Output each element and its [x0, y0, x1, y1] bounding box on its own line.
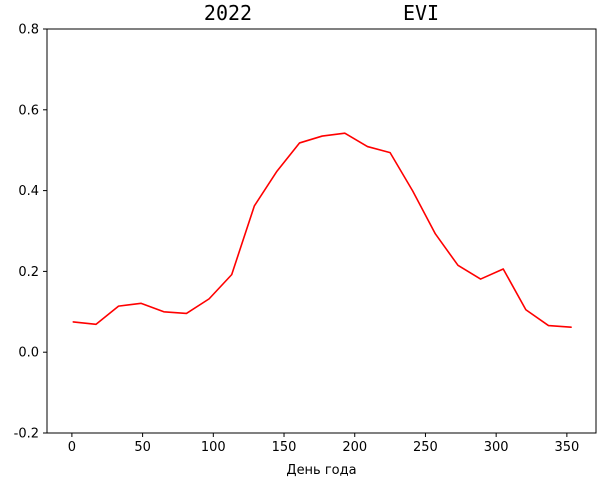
- y-tick-label: 0.8: [18, 23, 39, 38]
- plot-series: [72, 132, 572, 328]
- y-axis-ticks: -0.2 0.0 0.2 0.4 0.6 0.8: [14, 23, 47, 442]
- x-axis-ticks: 0 50 100 150 200 250 300 350: [68, 433, 579, 455]
- y-tick-label: -0.2: [14, 427, 39, 442]
- y-tick-label: 0.4: [18, 184, 39, 199]
- plot-frame: [46, 28, 597, 434]
- x-axis-label: День года: [286, 463, 356, 478]
- y-tick-label: 0.2: [18, 265, 39, 280]
- chart-title-index: EVI: [403, 1, 439, 25]
- x-tick-label: 0: [68, 440, 76, 455]
- chart-title-year: 2022: [204, 1, 252, 25]
- x-tick-label: 250: [413, 440, 438, 455]
- x-tick-label: 150: [272, 440, 297, 455]
- y-tick-label: 0.0: [18, 346, 39, 361]
- x-tick-label: 300: [484, 440, 509, 455]
- evi-series-line: [72, 132, 572, 328]
- x-tick-label: 100: [201, 440, 226, 455]
- y-tick-label: 0.6: [18, 103, 39, 118]
- x-tick-label: 350: [554, 440, 579, 455]
- x-tick-label: 50: [134, 440, 151, 455]
- x-tick-label: 200: [342, 440, 367, 455]
